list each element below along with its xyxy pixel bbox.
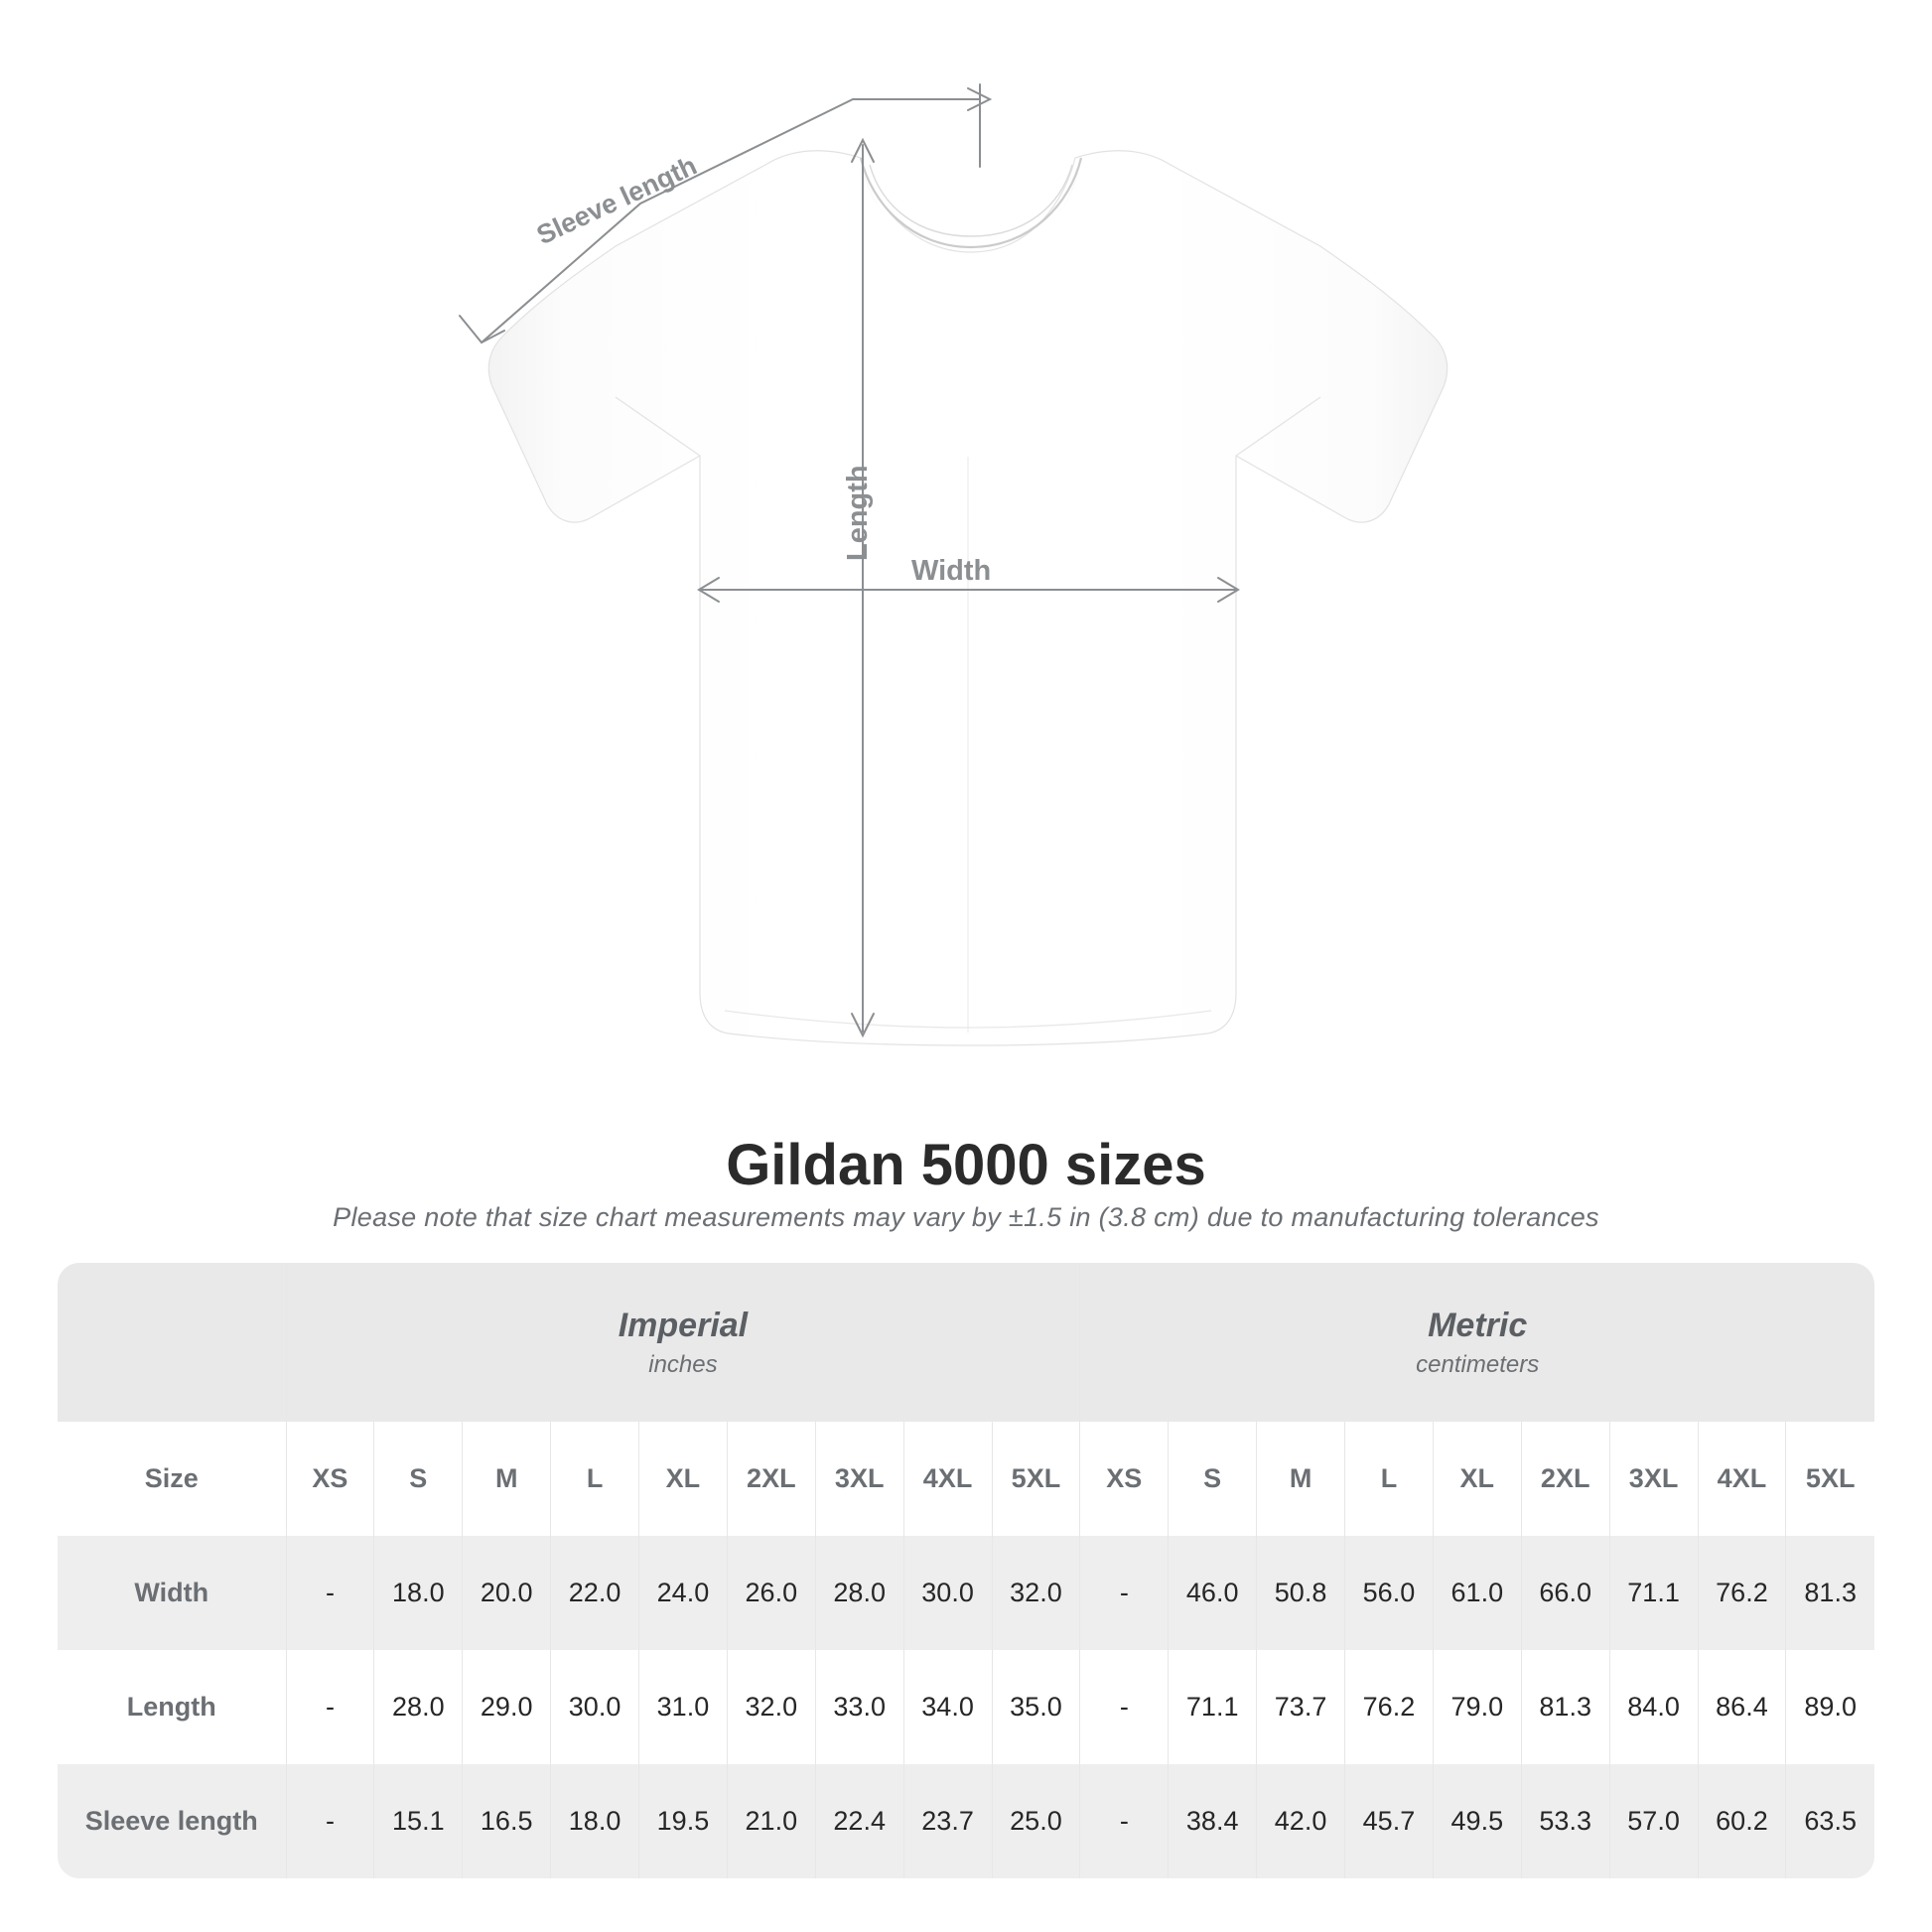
svg-text:Length: Length xyxy=(842,465,874,561)
svg-text:Width: Width xyxy=(911,555,991,587)
